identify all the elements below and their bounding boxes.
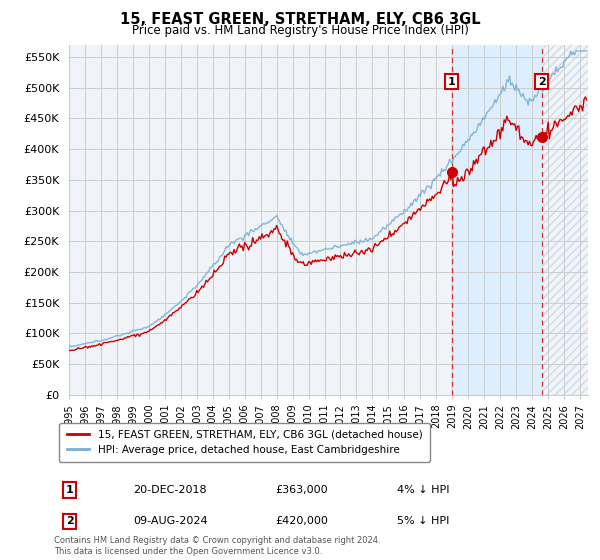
Text: 2: 2 (66, 516, 74, 526)
Text: Contains HM Land Registry data © Crown copyright and database right 2024.
This d: Contains HM Land Registry data © Crown c… (54, 536, 380, 556)
Legend: 15, FEAST GREEN, STRETHAM, ELY, CB6 3GL (detached house), HPI: Average price, de: 15, FEAST GREEN, STRETHAM, ELY, CB6 3GL … (59, 422, 430, 463)
Text: 1: 1 (66, 485, 74, 495)
Text: 20-DEC-2018: 20-DEC-2018 (133, 485, 207, 495)
Bar (452, 45, 542, 395)
Text: £420,000: £420,000 (276, 516, 329, 526)
Text: £363,000: £363,000 (276, 485, 328, 495)
Text: 1: 1 (448, 77, 455, 87)
Text: 2: 2 (538, 77, 545, 87)
Text: 4% ↓ HPI: 4% ↓ HPI (397, 485, 450, 495)
Text: 5% ↓ HPI: 5% ↓ HPI (397, 516, 449, 526)
Text: Price paid vs. HM Land Registry's House Price Index (HPI): Price paid vs. HM Land Registry's House … (131, 24, 469, 36)
Bar (542, 45, 588, 395)
Bar (542, 45, 588, 395)
Text: 15, FEAST GREEN, STRETHAM, ELY, CB6 3GL: 15, FEAST GREEN, STRETHAM, ELY, CB6 3GL (119, 12, 481, 27)
Text: 09-AUG-2024: 09-AUG-2024 (133, 516, 208, 526)
